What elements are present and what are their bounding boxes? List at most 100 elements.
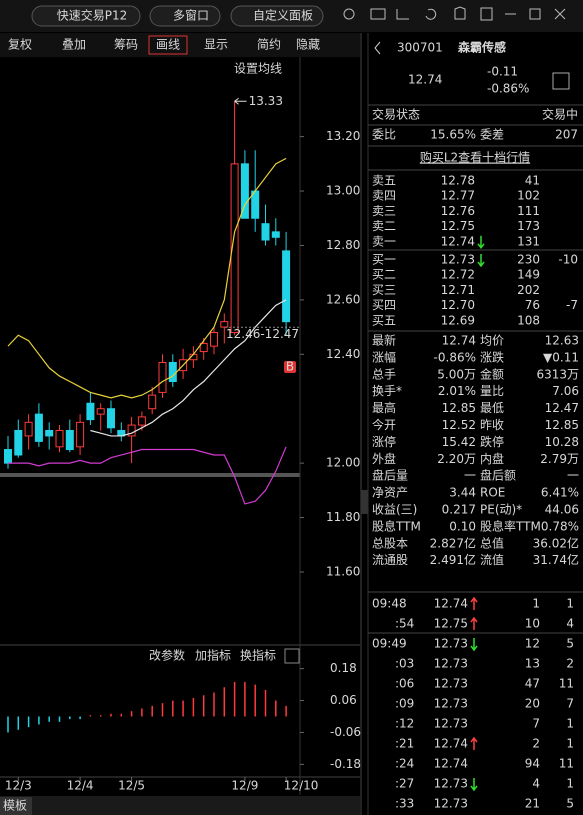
book-label: 买一	[372, 253, 396, 267]
candle-body	[137, 416, 146, 426]
stat-label: 涨跌	[480, 349, 504, 364]
toolbar-button[interactable]	[149, 5, 221, 27]
stat-value: 2.20万	[437, 452, 476, 466]
book-price: 12.69	[441, 313, 475, 327]
candle-body	[127, 424, 136, 437]
chart-tool[interactable]: 简约	[257, 37, 281, 52]
stat-label: 最新	[372, 333, 396, 348]
trade-price: 12.73	[434, 657, 468, 671]
candle-body	[230, 163, 239, 334]
stock-name: 森霸传感	[458, 40, 506, 55]
skin-icon[interactable]	[454, 6, 466, 20]
trade-volume: 10	[525, 617, 540, 631]
book-volume: 149	[517, 268, 540, 282]
stat-value: 3.44	[449, 486, 476, 500]
toolbar-button-label[interactable]: 多窗口	[173, 9, 209, 23]
high-label: 13.33	[249, 94, 283, 108]
trade-time: :06	[395, 677, 414, 691]
stat-label: 涨停	[372, 434, 396, 449]
candle-body	[45, 429, 54, 437]
chart-tool[interactable]: 叠加	[62, 38, 86, 52]
close-icon[interactable]	[554, 8, 566, 20]
indicator-button[interactable]: 加指标	[195, 648, 231, 663]
book-volume: 173	[517, 219, 540, 233]
book-volume: 111	[517, 204, 540, 218]
stock-code: 300701	[397, 41, 443, 55]
y-tick-label: 0.06	[330, 693, 357, 707]
direction-arrow	[470, 596, 478, 610]
toolbar-button[interactable]	[31, 5, 141, 27]
change: -0.11	[487, 65, 518, 79]
status-label: 交易状态	[372, 107, 420, 122]
book-price: 12.77	[441, 189, 475, 203]
collapse-handle[interactable]	[361, 490, 368, 514]
book-volume: 131	[517, 234, 540, 248]
stat-value: 31.74亿	[533, 552, 579, 567]
book-label: 卖二	[372, 219, 396, 233]
stat-value: 2.491亿	[430, 552, 476, 567]
toolbar-button[interactable]	[230, 5, 324, 27]
chart-tool[interactable]: 显示	[204, 38, 228, 52]
candle-body	[240, 163, 249, 219]
stat-label: 最低	[480, 401, 504, 415]
toolbar-button-label[interactable]: 快速交易P12	[57, 8, 128, 23]
trade-count: 1	[566, 597, 574, 611]
active-tool[interactable]	[148, 35, 188, 55]
candle-body	[76, 421, 85, 448]
candle-body	[158, 361, 167, 393]
trade-time: :03	[395, 657, 414, 671]
y-tick-label: 13.20	[326, 129, 360, 143]
trade-price: 12.73	[434, 697, 468, 711]
chart-tool[interactable]: 画线	[156, 38, 180, 52]
stat-label: 总值	[480, 535, 504, 550]
book-label: 买五	[372, 313, 396, 327]
book-price: 12.71	[441, 283, 475, 297]
trade-volume: 7	[532, 717, 540, 731]
candle-body	[168, 361, 177, 383]
back-arrow[interactable]	[374, 41, 381, 55]
stat-value: -0.86%	[434, 350, 476, 364]
layout-icon[interactable]	[396, 9, 409, 20]
ratio-cell: 委比	[372, 128, 396, 142]
stat-label: 涨幅	[372, 349, 396, 364]
mail-icon[interactable]	[370, 8, 386, 20]
x-tick-label: 12/5	[118, 779, 145, 793]
stat-value: 2.827亿	[430, 535, 476, 550]
direction-arrow	[470, 778, 478, 792]
stat-label: 流通股	[372, 553, 408, 567]
chart-tool[interactable]: 筹码	[114, 38, 138, 52]
chart-tool[interactable]: 隐藏	[296, 38, 320, 52]
book-label: 买四	[372, 298, 396, 312]
direction-arrow	[477, 235, 485, 250]
stat-value: 0.78%	[541, 519, 579, 533]
minus-button[interactable]	[552, 72, 570, 90]
chart-tool[interactable]: 复权	[8, 38, 32, 52]
toolbar-button-label[interactable]: 自定义面板	[253, 8, 313, 23]
user-icon[interactable]	[343, 8, 355, 20]
x-tick-label: 12/4	[67, 779, 94, 793]
l2-link[interactable]: 购买L2查看十档行情	[420, 150, 530, 165]
refresh-icon[interactable]	[425, 8, 437, 20]
indicator-close[interactable]	[284, 648, 300, 664]
y-tick-label: 11.80	[326, 510, 360, 524]
buy-marker	[284, 361, 296, 373]
chart-toolbar-bg	[0, 33, 360, 57]
bottom-tab-label[interactable]: 模板	[3, 799, 27, 813]
direction-arrow	[477, 254, 485, 268]
stat-label: 跌停	[480, 434, 504, 449]
candle-body	[282, 250, 291, 323]
settings-link[interactable]: 设置均线	[234, 62, 282, 76]
trade-time: :54	[395, 617, 414, 631]
direction-arrow	[470, 736, 478, 750]
indicator-button[interactable]: 换指标	[240, 648, 276, 663]
stat-value: 7.06	[552, 384, 579, 398]
note-icon[interactable]	[480, 7, 493, 21]
maximize-icon[interactable]	[529, 8, 541, 20]
bottom-tab[interactable]	[0, 797, 32, 815]
stat-label: 收益(三)	[372, 503, 417, 517]
stat-label: 股息率TTM	[480, 518, 541, 533]
y-tick-label: 12.00	[326, 456, 360, 470]
trade-time: :21	[395, 737, 414, 751]
y-tick-label: -0.18	[330, 757, 361, 771]
indicator-button[interactable]: 改参数	[149, 648, 185, 663]
